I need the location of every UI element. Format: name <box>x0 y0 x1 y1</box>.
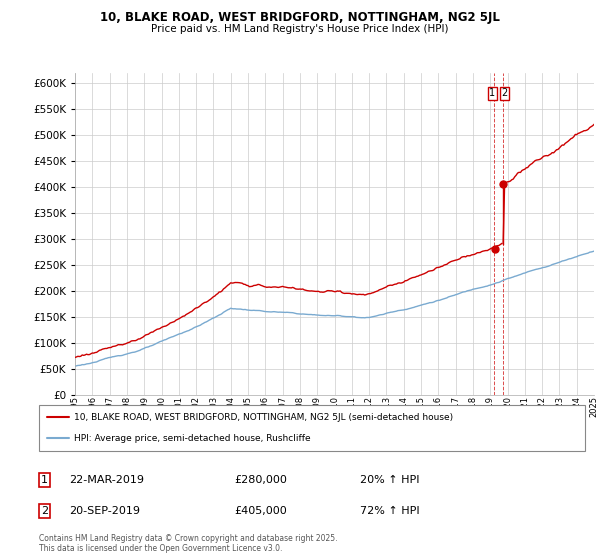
Text: £405,000: £405,000 <box>234 506 287 516</box>
Text: Price paid vs. HM Land Registry's House Price Index (HPI): Price paid vs. HM Land Registry's House … <box>151 24 449 34</box>
Text: 20-SEP-2019: 20-SEP-2019 <box>69 506 140 516</box>
Text: 72% ↑ HPI: 72% ↑ HPI <box>360 506 419 516</box>
Text: HPI: Average price, semi-detached house, Rushcliffe: HPI: Average price, semi-detached house,… <box>74 434 311 443</box>
Text: 10, BLAKE ROAD, WEST BRIDGFORD, NOTTINGHAM, NG2 5JL: 10, BLAKE ROAD, WEST BRIDGFORD, NOTTINGH… <box>100 11 500 24</box>
Text: Contains HM Land Registry data © Crown copyright and database right 2025.
This d: Contains HM Land Registry data © Crown c… <box>39 534 337 553</box>
Text: 22-MAR-2019: 22-MAR-2019 <box>69 475 144 486</box>
Text: 2: 2 <box>501 88 508 99</box>
Text: 1: 1 <box>490 88 496 99</box>
Text: 10, BLAKE ROAD, WEST BRIDGFORD, NOTTINGHAM, NG2 5JL (semi-detached house): 10, BLAKE ROAD, WEST BRIDGFORD, NOTTINGH… <box>74 413 454 422</box>
Text: 1: 1 <box>41 475 48 486</box>
Text: 20% ↑ HPI: 20% ↑ HPI <box>360 475 419 486</box>
Text: £280,000: £280,000 <box>234 475 287 486</box>
FancyBboxPatch shape <box>39 405 585 451</box>
Text: 2: 2 <box>41 506 48 516</box>
